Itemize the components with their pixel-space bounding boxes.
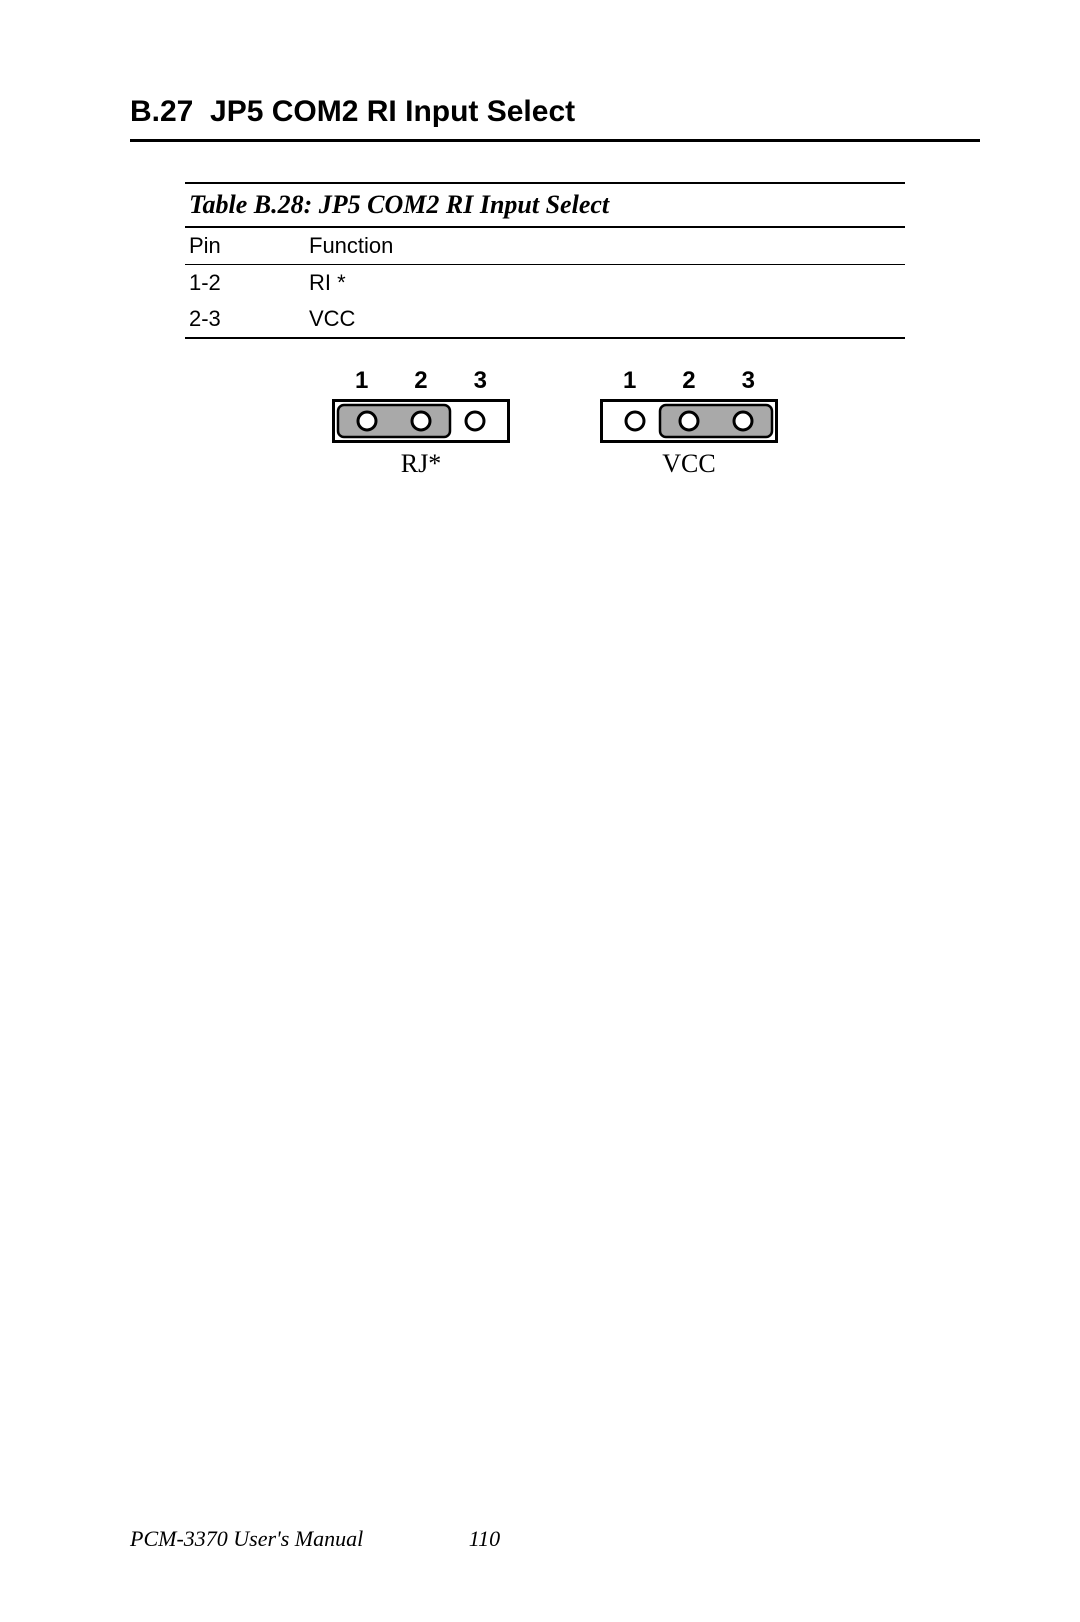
jumper-diagrams: 1 2 3 RJ* 1 2 3 bbox=[130, 367, 980, 479]
jumper-svg-rj bbox=[332, 399, 510, 443]
table-col-pin: Pin bbox=[185, 228, 305, 265]
table-col-function: Function bbox=[305, 228, 905, 265]
table-cell: 2-3 bbox=[185, 301, 305, 338]
footer-page-number: 110 bbox=[469, 1526, 500, 1551]
jumper-block-rj: 1 2 3 RJ* bbox=[332, 367, 510, 479]
section-heading: B.27 JP5 COM2 RI Input Select bbox=[130, 95, 980, 129]
table-row: 2-3 VCC bbox=[185, 301, 905, 338]
footer-manual-name: PCM-3370 User's Manual bbox=[130, 1526, 363, 1551]
jumper-label: VCC bbox=[600, 449, 778, 479]
manual-page: B.27 JP5 COM2 RI Input Select Table B.28… bbox=[0, 0, 1080, 1622]
jumper-block-vcc: 1 2 3 VCC bbox=[600, 367, 778, 479]
pin-numbers: 1 2 3 bbox=[332, 367, 510, 395]
table-cell: 1-2 bbox=[185, 265, 305, 302]
pin-number: 2 bbox=[398, 367, 444, 395]
table-cell: VCC bbox=[305, 301, 905, 338]
table-cell: RI * bbox=[305, 265, 905, 302]
pin-number: 1 bbox=[607, 367, 653, 395]
pin-number: 3 bbox=[725, 367, 771, 395]
section-title: JP5 COM2 RI Input Select bbox=[210, 95, 575, 128]
heading-rule bbox=[130, 139, 980, 142]
jumper-label: RJ* bbox=[332, 449, 510, 479]
pin-number: 3 bbox=[457, 367, 503, 395]
jumper-svg-vcc bbox=[600, 399, 778, 443]
table-title: Table B.28: JP5 COM2 RI Input Select bbox=[185, 182, 905, 228]
page-footer: PCM-3370 User's Manual 110 bbox=[130, 1526, 500, 1552]
table-container: Table B.28: JP5 COM2 RI Input Select Pin… bbox=[185, 182, 905, 339]
table-row: 1-2 RI * bbox=[185, 265, 905, 302]
pin-numbers: 1 2 3 bbox=[600, 367, 778, 395]
table-header-row: Pin Function bbox=[185, 228, 905, 265]
pin-function-table: Pin Function 1-2 RI * 2-3 VCC bbox=[185, 228, 905, 339]
pin-number: 2 bbox=[666, 367, 712, 395]
section-number: B.27 bbox=[130, 95, 193, 128]
pin-number: 1 bbox=[339, 367, 385, 395]
